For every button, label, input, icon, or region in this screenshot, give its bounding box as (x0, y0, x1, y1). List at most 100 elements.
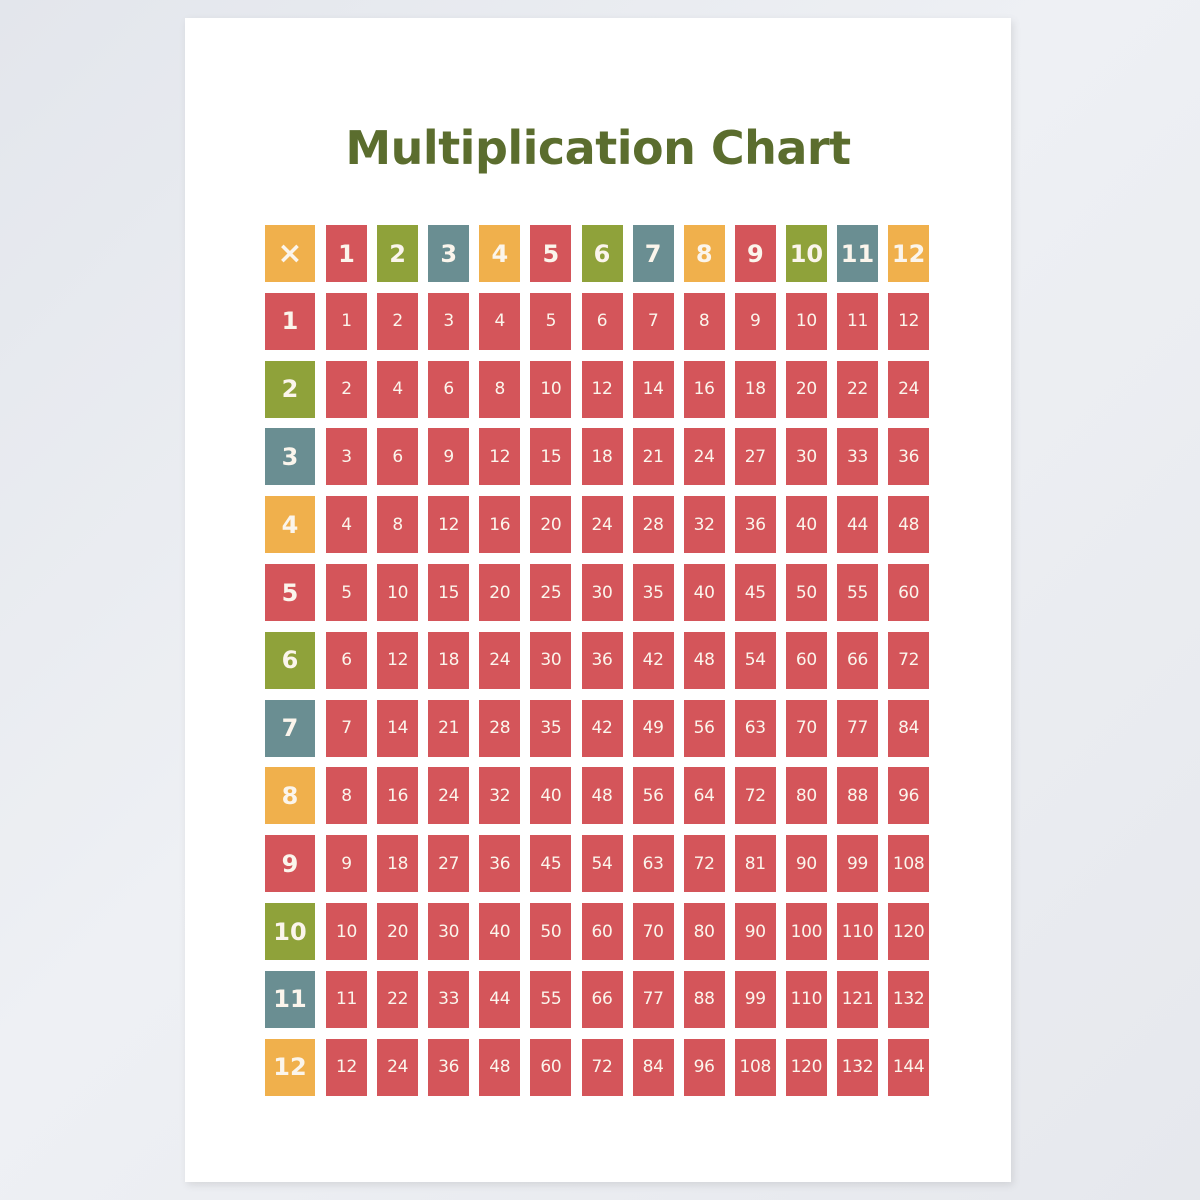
column-header: 4 (479, 225, 521, 282)
product-cell: 56 (683, 699, 725, 757)
product-cell: 8 (683, 292, 725, 350)
product-cell: 72 (581, 1038, 623, 1096)
product-cell: 27 (428, 835, 470, 893)
product-cell: 50 (785, 564, 827, 621)
product-cell: 20 (530, 496, 572, 554)
product-cell: 22 (377, 970, 419, 1028)
product-cell: 40 (683, 564, 725, 621)
product-cell: 18 (734, 360, 776, 418)
product-cell: 20 (479, 564, 521, 621)
product-cell: 30 (428, 903, 470, 960)
product-cell: 99 (734, 970, 776, 1028)
product-cell: 16 (377, 767, 419, 825)
product-cell: 48 (683, 631, 725, 689)
product-cell: 27 (734, 428, 776, 486)
row-header: 6 (265, 631, 315, 689)
product-cell: 88 (837, 767, 878, 825)
row-header: 9 (265, 835, 315, 893)
product-cell: 10 (530, 360, 572, 418)
product-cell: 33 (428, 970, 470, 1028)
product-cell: 30 (785, 428, 827, 486)
product-cell: 20 (785, 360, 827, 418)
row-header: 5 (265, 564, 315, 621)
product-cell: 25 (530, 564, 572, 621)
product-cell: 24 (428, 767, 470, 825)
product-cell: 32 (479, 767, 521, 825)
product-cell: 80 (785, 767, 827, 825)
product-cell: 32 (683, 496, 725, 554)
product-cell: 72 (888, 631, 930, 689)
product-cell: 6 (428, 360, 470, 418)
product-cell: 2 (326, 360, 367, 418)
product-cell: 4 (479, 292, 521, 350)
product-cell: 110 (785, 970, 827, 1028)
product-cell: 36 (479, 835, 521, 893)
product-cell: 9 (734, 292, 776, 350)
product-cell: 45 (530, 835, 572, 893)
product-cell: 120 (785, 1038, 827, 1096)
product-cell: 96 (888, 767, 930, 825)
product-cell: 45 (734, 564, 776, 621)
product-cell: 12 (479, 428, 521, 486)
row-header: 7 (265, 699, 315, 757)
product-cell: 1 (326, 292, 367, 350)
product-cell: 14 (377, 699, 419, 757)
product-cell: 6 (326, 631, 367, 689)
column-header: 10 (785, 225, 827, 282)
product-cell: 2 (377, 292, 419, 350)
product-cell: 35 (632, 564, 674, 621)
product-cell: 7 (326, 699, 367, 757)
product-cell: 42 (632, 631, 674, 689)
poster-paper: Multiplication Chart × 1 2 3 4 5 6 7 8 9 10 11 12 1 1 2… (185, 18, 1011, 1182)
column-header: 11 (837, 225, 878, 282)
product-cell: 88 (683, 970, 725, 1028)
product-cell: 56 (632, 767, 674, 825)
row-header: 3 (265, 428, 315, 486)
product-cell: 18 (428, 631, 470, 689)
product-cell: 30 (581, 564, 623, 621)
product-cell: 5 (530, 292, 572, 350)
product-cell: 18 (581, 428, 623, 486)
product-cell: 35 (530, 699, 572, 757)
product-cell: 40 (530, 767, 572, 825)
product-cell: 72 (683, 835, 725, 893)
column-header: 12 (888, 225, 930, 282)
product-cell: 11 (837, 292, 878, 350)
product-cell: 18 (377, 835, 419, 893)
row-header: 10 (265, 903, 315, 960)
product-cell: 48 (479, 1038, 521, 1096)
product-cell: 33 (837, 428, 878, 486)
product-cell: 20 (377, 903, 419, 960)
product-cell: 10 (326, 903, 367, 960)
product-cell: 121 (837, 970, 878, 1028)
product-cell: 8 (377, 496, 419, 554)
product-cell: 28 (632, 496, 674, 554)
product-cell: 66 (837, 631, 878, 689)
column-header: 8 (683, 225, 725, 282)
product-cell: 12 (326, 1038, 367, 1096)
product-cell: 11 (326, 970, 367, 1028)
product-cell: 12 (888, 292, 930, 350)
product-cell: 96 (683, 1038, 725, 1096)
product-cell: 63 (734, 699, 776, 757)
product-cell: 15 (428, 564, 470, 621)
product-cell: 80 (683, 903, 725, 960)
product-cell: 50 (530, 903, 572, 960)
product-cell: 54 (734, 631, 776, 689)
product-cell: 70 (785, 699, 827, 757)
product-cell: 4 (326, 496, 367, 554)
product-cell: 63 (632, 835, 674, 893)
product-cell: 55 (530, 970, 572, 1028)
product-cell: 8 (479, 360, 521, 418)
product-cell: 44 (837, 496, 878, 554)
product-cell: 64 (683, 767, 725, 825)
product-cell: 72 (734, 767, 776, 825)
product-cell: 21 (632, 428, 674, 486)
product-cell: 36 (888, 428, 930, 486)
product-cell: 3 (326, 428, 367, 486)
product-cell: 16 (683, 360, 725, 418)
product-cell: 12 (377, 631, 419, 689)
product-cell: 12 (581, 360, 623, 418)
column-header: 2 (377, 225, 419, 282)
product-cell: 6 (377, 428, 419, 486)
